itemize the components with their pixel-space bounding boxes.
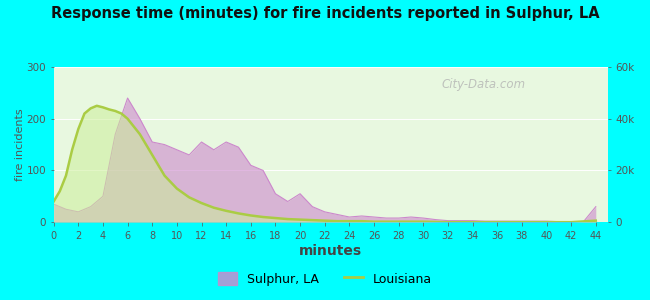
- X-axis label: minutes: minutes: [299, 244, 363, 258]
- Text: City-Data.com: City-Data.com: [442, 78, 526, 91]
- Legend: Sulphur, LA, Louisiana: Sulphur, LA, Louisiana: [213, 267, 437, 291]
- Text: Response time (minutes) for fire incidents reported in Sulphur, LA: Response time (minutes) for fire inciden…: [51, 6, 599, 21]
- Y-axis label: fire incidents: fire incidents: [15, 108, 25, 181]
